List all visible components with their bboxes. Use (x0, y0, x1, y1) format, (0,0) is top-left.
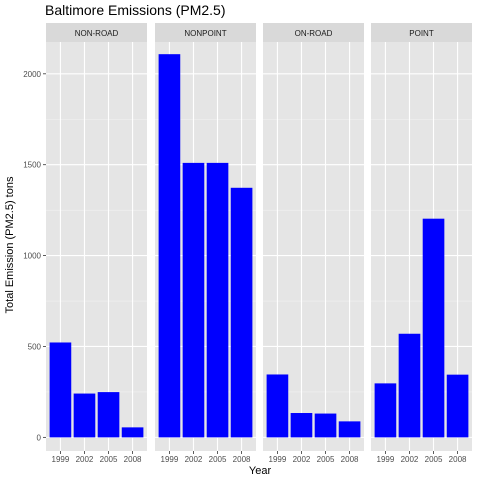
bar (97, 392, 120, 438)
bar (338, 421, 361, 438)
bar (182, 162, 205, 438)
x-tick-label: 1999 (52, 455, 70, 464)
facet-strip (46, 23, 147, 42)
facet-point: POINT 1999 2002 2005 2008 (371, 23, 472, 464)
bar (49, 342, 72, 438)
y-tick-label: 0 (37, 433, 42, 442)
x-tick-label: 2002 (293, 455, 311, 464)
bar (446, 374, 469, 438)
x-tick-label: 2008 (449, 455, 467, 464)
x-axis-title: Year (249, 465, 272, 477)
bar (158, 54, 181, 438)
x-tick-label: 2005 (425, 455, 443, 464)
facet-non-road: NON-ROAD 1999 2002 2005 2008 (46, 23, 147, 464)
facet-strip (263, 23, 364, 42)
x-tick-label: 2002 (185, 455, 203, 464)
chart-title: Baltimore Emissions (PM2.5) (45, 2, 226, 18)
bar (290, 413, 313, 438)
bar (73, 393, 96, 438)
y-tick-label: 2000 (23, 70, 41, 79)
x-tick-label: 2008 (124, 455, 142, 464)
y-tick-label: 1500 (23, 161, 41, 170)
y-axis-title: Total Emission (PM2.5) tons (4, 176, 16, 313)
facet-nonpoint: NONPOINT 1999 2002 2005 2008 (155, 23, 256, 464)
y-axis: 0 500 1000 1500 2000 (23, 70, 46, 442)
facet-strip-label: NON-ROAD (75, 29, 119, 38)
bar (314, 413, 337, 438)
x-tick-label: 1999 (161, 455, 179, 464)
x-tick-label: 2002 (401, 455, 419, 464)
x-tick-label: 1999 (377, 455, 395, 464)
facet-strip (155, 23, 256, 42)
facet-strip-label: POINT (409, 29, 434, 38)
x-tick-label: 2008 (233, 455, 251, 464)
y-tick-label: 500 (28, 342, 42, 351)
y-tick-label: 1000 (23, 252, 41, 261)
facet-panels: NON-ROAD 1999 2002 2005 2008 NONPOINT 1999 2002… (46, 23, 472, 464)
bar (206, 162, 229, 438)
bar (230, 187, 253, 438)
x-tick-label: 2002 (76, 455, 94, 464)
bar (374, 383, 397, 438)
facet-strip-label: NONPOINT (184, 29, 226, 38)
bar (422, 218, 445, 438)
bar (398, 333, 421, 438)
bar (121, 427, 144, 438)
x-tick-label: 2005 (317, 455, 335, 464)
facet-strip (371, 23, 472, 42)
bar (266, 374, 289, 438)
x-tick-label: 2005 (209, 455, 227, 464)
x-tick-label: 2008 (341, 455, 359, 464)
x-tick-label: 1999 (269, 455, 287, 464)
facet-on-road: ON-ROAD 1999 2002 2005 2008 (263, 23, 364, 464)
x-tick-label: 2005 (100, 455, 118, 464)
facet-strip-label: ON-ROAD (295, 29, 333, 38)
